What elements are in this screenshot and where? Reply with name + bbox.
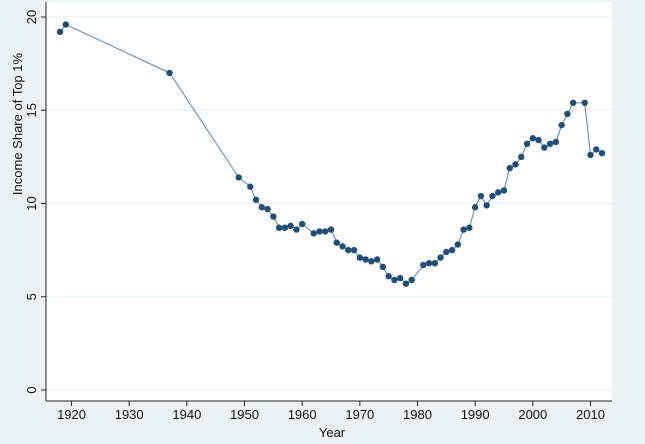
data-point bbox=[293, 226, 300, 233]
data-point bbox=[345, 246, 352, 254]
data-point bbox=[431, 259, 438, 267]
data-point bbox=[339, 243, 346, 250]
data-point bbox=[512, 161, 519, 168]
data-point bbox=[166, 69, 173, 77]
data-point bbox=[483, 202, 490, 209]
data-point bbox=[281, 224, 289, 231]
y-tick-label: 10 bbox=[24, 196, 39, 210]
data-point bbox=[564, 110, 571, 118]
data-point bbox=[460, 226, 467, 233]
data-point bbox=[298, 220, 306, 228]
data-point bbox=[535, 136, 542, 144]
series-layer bbox=[56, 21, 606, 287]
x-tick-label: 1940 bbox=[172, 407, 201, 422]
data-point bbox=[396, 274, 404, 282]
data-point bbox=[593, 146, 600, 153]
plot-area bbox=[46, 2, 612, 401]
data-point bbox=[270, 213, 277, 220]
y-axis-title: Income Share of Top 1% bbox=[10, 52, 25, 195]
data-point bbox=[56, 28, 64, 36]
data-point bbox=[356, 254, 364, 261]
data-point bbox=[264, 205, 271, 213]
data-point bbox=[379, 263, 387, 271]
data-point bbox=[506, 164, 513, 172]
data-point bbox=[275, 224, 283, 231]
x-tick-label: 1980 bbox=[403, 407, 432, 422]
data-point bbox=[373, 256, 381, 263]
data-point bbox=[235, 174, 242, 181]
x-tick-label: 1970 bbox=[345, 407, 374, 422]
data-point bbox=[587, 151, 594, 159]
data-point bbox=[495, 189, 502, 196]
data-point bbox=[402, 280, 410, 287]
x-tick-label: 1930 bbox=[115, 407, 144, 422]
y-tick-label: 0 bbox=[24, 386, 39, 393]
data-point bbox=[252, 196, 260, 203]
x-axis-title: Year bbox=[319, 425, 346, 439]
data-point bbox=[368, 258, 375, 265]
y-tick-label: 15 bbox=[24, 103, 39, 117]
data-point bbox=[310, 230, 317, 237]
x-tick-label: 1990 bbox=[461, 407, 490, 422]
data-point bbox=[552, 138, 560, 146]
data-point bbox=[546, 140, 554, 148]
data-point bbox=[471, 204, 479, 211]
data-point bbox=[466, 224, 473, 231]
y-tick-label: 20 bbox=[24, 10, 39, 24]
data-point bbox=[443, 248, 450, 256]
data-point bbox=[581, 99, 588, 106]
data-point bbox=[489, 192, 496, 200]
data-point bbox=[350, 246, 358, 254]
x-tick-label: 1950 bbox=[230, 407, 259, 422]
data-point bbox=[598, 149, 606, 157]
data-point bbox=[408, 276, 415, 284]
data-point bbox=[322, 228, 329, 235]
x-tick-label: 2000 bbox=[518, 407, 547, 422]
data-point bbox=[529, 135, 537, 142]
data-point bbox=[316, 228, 323, 235]
data-point bbox=[333, 239, 340, 246]
data-point bbox=[569, 99, 577, 106]
data-point bbox=[558, 121, 565, 129]
data-point bbox=[425, 259, 433, 267]
x-tick-label: 2010 bbox=[576, 407, 605, 422]
data-point bbox=[287, 222, 294, 230]
y-tick-label: 5 bbox=[24, 293, 39, 300]
data-point bbox=[541, 144, 548, 151]
data-point bbox=[437, 254, 444, 261]
data-point bbox=[454, 241, 462, 248]
data-point bbox=[362, 256, 369, 263]
data-point bbox=[247, 183, 254, 190]
data-point bbox=[448, 246, 456, 254]
axes: 0 5 10 15 20 1920 1930 1940 1950 1960 1970 1980 1990… bbox=[24, 2, 612, 422]
data-point bbox=[391, 276, 398, 284]
data-point bbox=[500, 187, 508, 194]
x-tick-label: 1960 bbox=[288, 407, 317, 422]
data-point bbox=[62, 21, 69, 28]
data-point bbox=[518, 153, 525, 161]
data-point bbox=[477, 192, 485, 200]
x-tick-label: 1920 bbox=[57, 407, 86, 422]
data-point bbox=[523, 140, 531, 148]
data-point bbox=[258, 204, 266, 211]
data-point bbox=[385, 273, 392, 280]
grid-lines bbox=[46, 16, 612, 391]
data-point bbox=[420, 261, 427, 269]
data-point bbox=[327, 226, 335, 233]
